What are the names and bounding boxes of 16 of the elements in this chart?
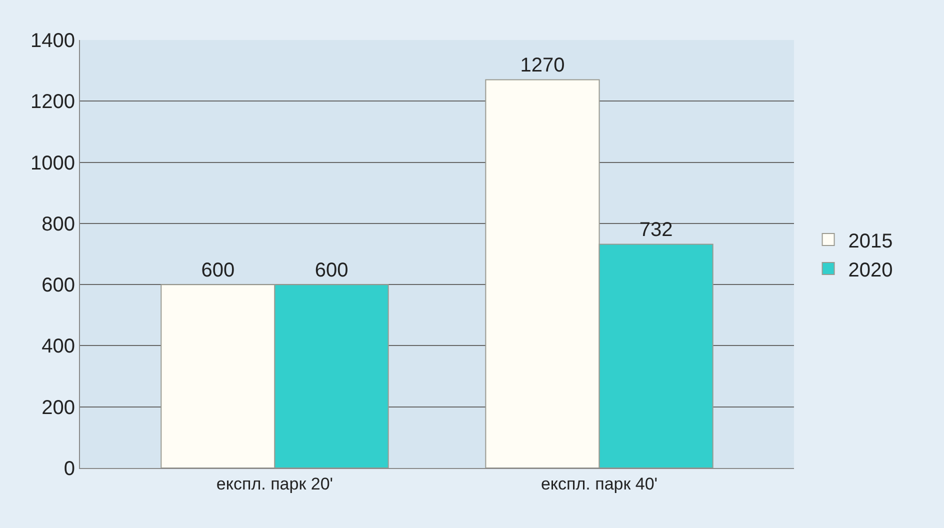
y-tick-label: 1200 bbox=[30, 91, 75, 114]
data-label: 1270 bbox=[520, 54, 565, 77]
data-label: 600 bbox=[201, 260, 235, 282]
y-tick-label: 200 bbox=[42, 396, 75, 419]
data-label: 732 bbox=[639, 219, 673, 242]
y-tick-label: 800 bbox=[42, 213, 75, 236]
y-tick-label: 0 bbox=[64, 458, 75, 480]
data-label: 600 bbox=[314, 260, 348, 282]
x-tick-label: експл. парк 20' bbox=[216, 474, 334, 494]
y-tick-label: 1400 bbox=[30, 30, 75, 52]
x-tick-label: експл. парк 40' bbox=[540, 474, 658, 494]
legend-label: 2015 bbox=[848, 230, 893, 252]
y-tick-label: 600 bbox=[42, 274, 75, 297]
y-tick-label: 400 bbox=[42, 336, 75, 358]
y-tick-label: 1000 bbox=[30, 152, 75, 174]
legend-label: 2020 bbox=[848, 259, 893, 282]
